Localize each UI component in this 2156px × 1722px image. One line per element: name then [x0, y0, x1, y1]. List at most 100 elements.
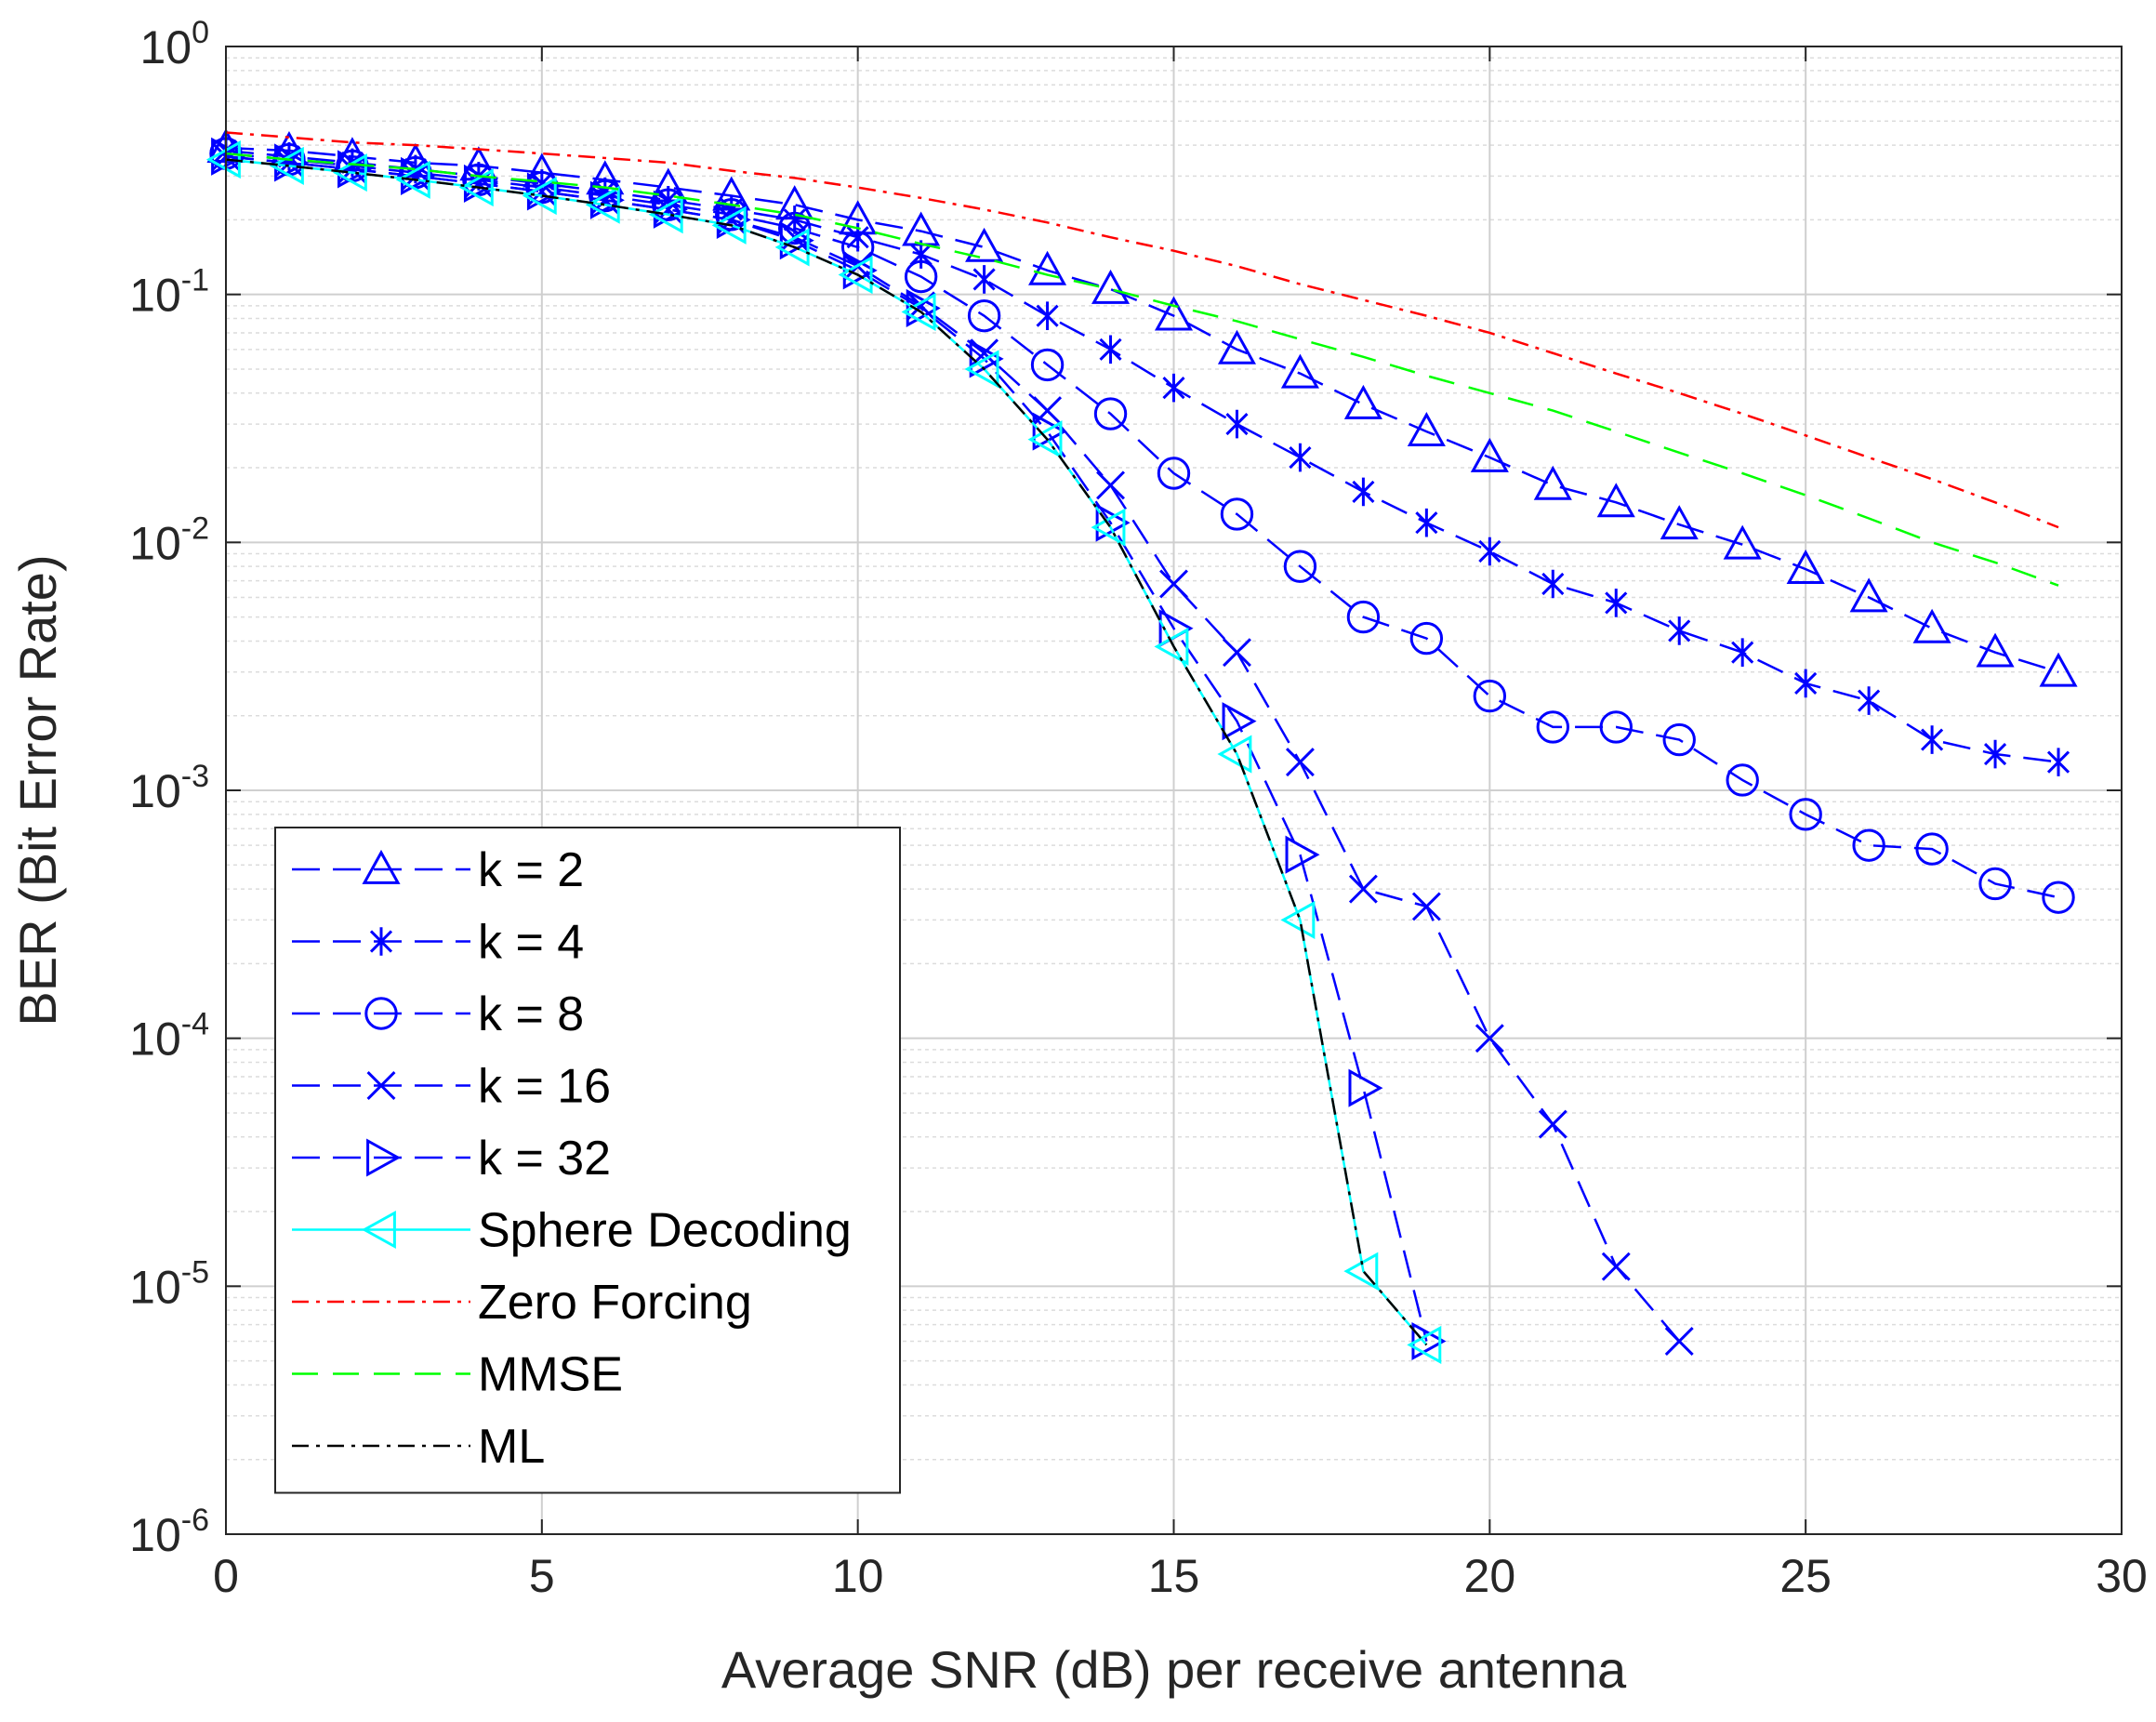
data-point	[1285, 748, 1315, 777]
data-point	[1162, 373, 1185, 403]
data-point	[1478, 536, 1501, 566]
y-tick-exponent: -1	[181, 263, 209, 298]
y-tick-base: 10	[129, 1509, 181, 1561]
data-point	[901, 292, 936, 332]
data-point	[774, 228, 810, 267]
data-point	[589, 180, 625, 219]
data-point	[1723, 524, 1762, 560]
legend-entry: MMSE	[478, 1348, 623, 1402]
data-point	[462, 163, 496, 197]
legend-entry: ML	[478, 1420, 545, 1474]
data-point	[1983, 739, 2007, 769]
data-point	[1217, 735, 1252, 774]
series-line	[225, 131, 2059, 529]
series-line	[225, 149, 2059, 763]
x-tick-label: 15	[1148, 1550, 1200, 1602]
data-point	[1789, 798, 1822, 831]
data-point	[585, 185, 620, 224]
data-point	[716, 200, 751, 239]
data-point	[711, 205, 747, 245]
legend: k = 2 k = 4 k = 8 k = 16 k = 32 Sphere Decodi…	[274, 827, 901, 1494]
y-tick-label: 10-1	[129, 263, 209, 322]
data-point	[1533, 465, 1572, 500]
y-tick-base: 10	[139, 21, 192, 73]
data-point	[1912, 608, 1951, 643]
data-point	[1280, 353, 1319, 389]
legend-entry: k = 2	[478, 843, 584, 897]
data-point	[1921, 725, 1944, 754]
y-tick-label: 10-3	[129, 759, 209, 817]
y-tick-base: 10	[129, 1261, 181, 1313]
legend-marker	[366, 1071, 396, 1100]
data-point	[648, 195, 683, 234]
data-point	[1915, 832, 1949, 866]
data-point	[1217, 329, 1257, 364]
y-tick-label: 10-4	[129, 1007, 209, 1066]
data-point	[458, 168, 494, 207]
y-tick-label: 10-6	[129, 1503, 209, 1561]
data-point	[1731, 638, 1754, 667]
x-tick-label: 20	[1464, 1550, 1516, 1602]
data-point	[1849, 577, 1888, 613]
data-point	[1475, 1024, 1504, 1053]
data-point	[1225, 409, 1249, 439]
data-point	[1027, 420, 1063, 459]
data-point	[1541, 569, 1565, 599]
data-point	[1343, 384, 1382, 419]
data-point	[1030, 348, 1065, 382]
data-point	[1605, 589, 1628, 617]
data-point	[1601, 1252, 1631, 1281]
series-line	[225, 152, 2059, 899]
data-point	[1093, 397, 1128, 430]
series-8	[225, 158, 1428, 1346]
data-point	[1664, 1327, 1694, 1356]
data-point	[1352, 477, 1375, 507]
data-point	[967, 298, 1001, 333]
data-point	[401, 156, 435, 195]
data-point	[1157, 457, 1191, 490]
data-point	[902, 211, 941, 246]
y-tick-exponent: -4	[181, 1007, 209, 1042]
data-point	[1280, 900, 1316, 939]
series-line	[225, 158, 1428, 1346]
x-tick-label: 5	[529, 1550, 555, 1602]
data-point	[1348, 1068, 1383, 1107]
data-point	[205, 140, 241, 179]
data-point	[1096, 470, 1125, 500]
data-point	[1099, 335, 1122, 364]
data-point	[972, 265, 996, 294]
legend-entry: k = 8	[478, 987, 584, 1041]
data-point	[1978, 867, 2012, 901]
series-2	[209, 137, 2075, 914]
data-point	[525, 170, 559, 205]
data-point	[1858, 686, 1881, 715]
data-point	[2042, 881, 2075, 914]
data-point	[1794, 669, 1818, 698]
y-tick-label: 10-5	[129, 1254, 209, 1313]
data-point	[1091, 508, 1126, 547]
x-tick-label: 25	[1779, 1550, 1832, 1602]
data-point	[778, 211, 812, 245]
data-point	[1222, 702, 1257, 741]
y-tick-base: 10	[129, 517, 181, 569]
series-0	[206, 127, 2078, 687]
legend-marker	[364, 997, 398, 1030]
y-tick-label: 100	[139, 15, 209, 73]
legend-marker	[366, 1138, 402, 1177]
series-line	[225, 146, 2059, 673]
data-point	[1726, 763, 1759, 797]
data-point	[1348, 874, 1378, 904]
legend-entry: Sphere Decoding	[478, 1204, 852, 1258]
legend-entry: k = 32	[478, 1132, 611, 1186]
data-point	[522, 177, 557, 216]
data-point	[1536, 710, 1570, 744]
y-tick-exponent: -3	[181, 759, 209, 794]
data-point	[526, 172, 562, 211]
data-point	[1285, 835, 1320, 874]
data-point	[1409, 621, 1444, 656]
legend-entry: k = 4	[478, 916, 584, 970]
data-point	[1473, 679, 1507, 713]
data-point	[2046, 748, 2070, 776]
series-line	[225, 152, 2059, 587]
